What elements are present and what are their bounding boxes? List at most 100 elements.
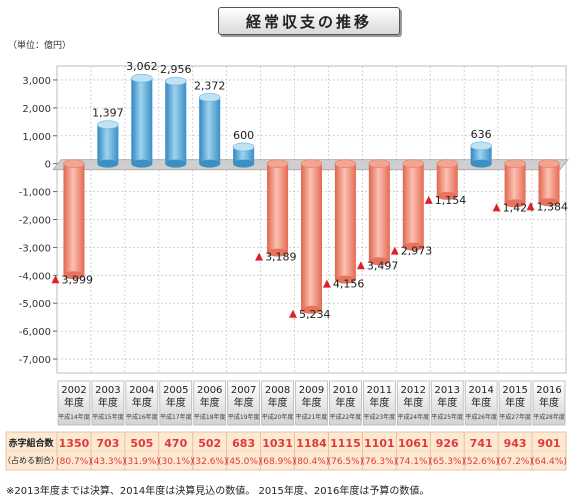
table-row-label-share: （占める割合）	[3, 455, 59, 465]
table-count-value: 1115	[330, 437, 361, 450]
x-tick-label-suffix: 年度	[369, 396, 389, 409]
y-tick-label: -5,000	[19, 299, 51, 310]
table-count-value: 741	[470, 437, 493, 450]
bar-bottom-cap	[165, 159, 187, 168]
bar-bottom-cap	[470, 159, 492, 168]
x-category-cell	[532, 380, 566, 426]
data-label: 3,999	[61, 273, 93, 286]
y-tick-label: -7,000	[19, 355, 51, 366]
bar-bottom-cap	[63, 271, 85, 280]
bar-bottom-cap	[504, 199, 526, 208]
footnote: ※2013年度までは決算、2014年度は決算見込の数値。 2015年度、2016…	[6, 486, 430, 497]
data-label: 2,372	[194, 79, 226, 92]
data-label: 4,156	[333, 278, 365, 291]
data-label: 3,189	[265, 251, 297, 264]
x-tick-label-suffix: 年度	[471, 396, 491, 409]
bar-bottom-cap	[131, 159, 153, 168]
negative-marker	[526, 202, 535, 211]
bar-bottom-cap	[199, 159, 221, 168]
x-category-cell	[362, 380, 396, 426]
x-category-cell	[91, 380, 125, 426]
table-count-value: 1184	[296, 437, 327, 450]
table-count-value: 1061	[398, 437, 429, 450]
x-tick-era-label: 平成15年度	[92, 413, 124, 421]
bar	[436, 163, 458, 196]
bar-bottom-cap	[538, 198, 560, 207]
x-tick-label: 2006	[197, 385, 222, 396]
x-tick-era-label: 平成19年度	[228, 413, 260, 421]
x-tick-label: 2005	[163, 385, 188, 396]
bar	[97, 124, 119, 164]
bar-bottom-cap	[233, 159, 255, 168]
x-tick-label-suffix: 年度	[437, 396, 457, 409]
bar-bottom-cap	[436, 191, 458, 200]
table-count-value: 502	[198, 437, 221, 450]
table-share-value: (68.9%)	[260, 457, 296, 467]
x-tick-label: 2002	[61, 385, 86, 396]
x-category-cell	[125, 380, 159, 426]
x-tick-era-label: 平成22年度	[330, 413, 362, 421]
x-tick-label: 2012	[401, 385, 426, 396]
bar-top-cap	[334, 159, 357, 168]
x-tick-label: 2009	[299, 385, 324, 396]
x-tick-label: 2016	[536, 385, 561, 396]
table-share-value: (74.1%)	[395, 457, 431, 467]
data-label: 3,497	[367, 259, 399, 272]
bar	[368, 163, 390, 262]
x-tick-era-label: 平成17年度	[160, 413, 192, 421]
x-tick-label-suffix: 年度	[234, 396, 254, 409]
x-category-cell	[159, 380, 193, 426]
x-tick-era-label: 平成27年度	[499, 413, 531, 421]
x-category-cell	[295, 380, 328, 426]
x-category-cell	[227, 380, 261, 426]
x-tick-label-suffix: 年度	[403, 396, 423, 409]
x-tick-label-suffix: 年度	[505, 396, 525, 409]
x-tick-label: 2008	[265, 385, 290, 396]
x-category-cell	[57, 380, 91, 426]
x-tick-label-suffix: 年度	[64, 396, 84, 409]
bar-top-cap	[131, 73, 153, 83]
bar-top-cap	[436, 159, 459, 168]
bar	[233, 146, 255, 164]
x-tick-era-label: 平成20年度	[262, 413, 294, 421]
x-tick-label-suffix: 年度	[98, 396, 118, 409]
negative-marker	[255, 252, 264, 261]
table-share-value: (67.2%)	[497, 457, 533, 467]
bar-top-cap	[266, 159, 289, 168]
bar-top-cap	[63, 159, 85, 168]
table-share-value: (76.3%)	[362, 457, 398, 467]
x-category-cell	[261, 380, 294, 426]
table-share-value: (31.9%)	[124, 457, 160, 467]
bar-bottom-cap	[301, 305, 322, 314]
x-tick-label-suffix: 年度	[539, 396, 559, 409]
table-count-value: 1101	[364, 437, 395, 450]
data-label: 2,956	[160, 63, 192, 76]
x-tick-era-label: 平成16年度	[126, 413, 158, 421]
x-tick-label: 2013	[435, 385, 460, 396]
table-count-value: 470	[164, 437, 187, 450]
bar-bottom-cap	[368, 257, 390, 266]
chart-title: 経常収支の推移	[218, 7, 400, 35]
bar-top-cap	[538, 159, 560, 168]
bar	[470, 145, 492, 164]
x-tick-label: 2010	[333, 385, 358, 396]
table-share-value: (43.3%)	[90, 457, 126, 467]
x-tick-era-label: 平成14年度	[58, 413, 90, 421]
data-label: 636	[471, 128, 492, 141]
bar	[63, 163, 85, 276]
bar	[538, 163, 560, 203]
negative-marker	[424, 195, 433, 204]
negative-marker	[492, 203, 501, 212]
table-count-value: 683	[232, 437, 255, 450]
x-tick-label-suffix: 年度	[200, 396, 220, 409]
table-count-value: 901	[538, 437, 561, 450]
y-tick-label: 2,000	[22, 104, 51, 115]
x-tick-label: 2003	[95, 385, 120, 396]
table-count-value: 505	[130, 437, 153, 450]
x-tick-era-label: 平成21年度	[296, 413, 328, 421]
bar	[131, 78, 153, 164]
bar	[301, 163, 322, 310]
bar	[334, 163, 356, 280]
x-tick-label-suffix: 年度	[166, 396, 186, 409]
y-tick-label: 1,000	[22, 132, 51, 143]
